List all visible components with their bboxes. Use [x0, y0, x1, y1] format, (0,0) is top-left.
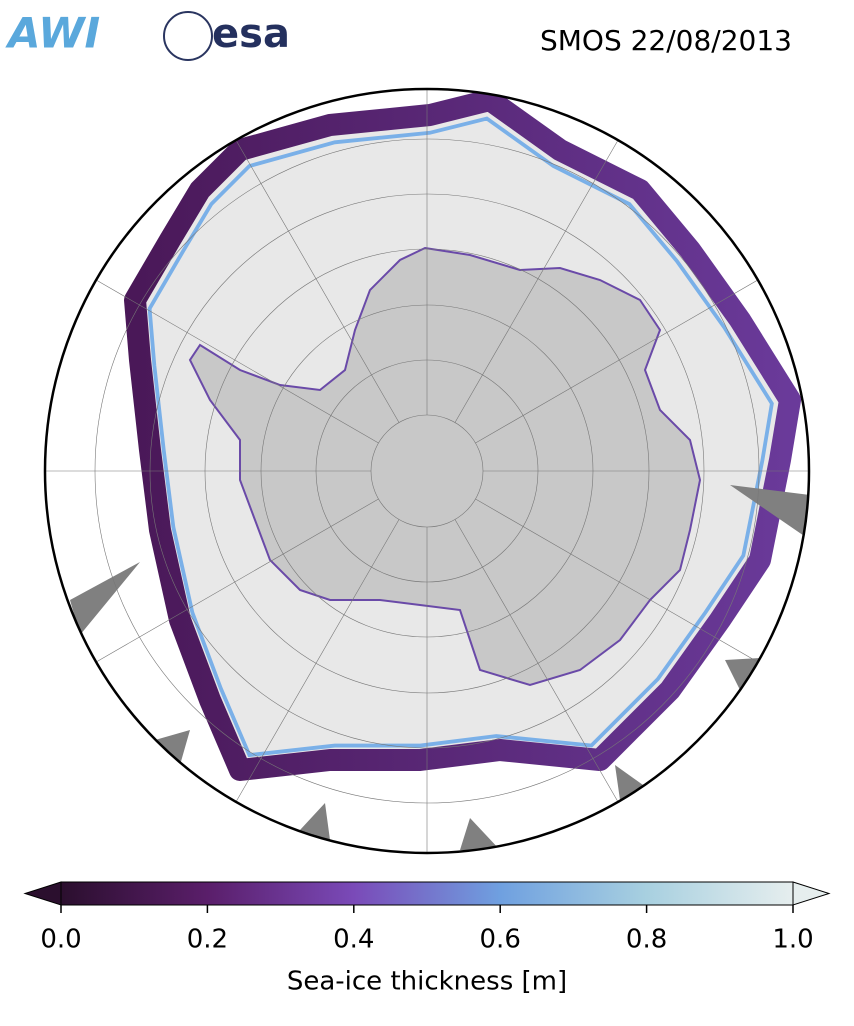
meridian — [475, 275, 765, 444]
meridian — [475, 498, 765, 667]
esa-logo: esa — [212, 11, 290, 57]
map-frame — [43, 87, 811, 855]
colorbar — [60, 881, 794, 906]
meridian — [89, 498, 379, 667]
colorbar-label: Sea-ice thickness [m] — [287, 967, 567, 997]
colorbar-extend-low — [23, 881, 62, 906]
antarctica — [188, 246, 702, 687]
colorbar-tick-label: 0.8 — [626, 925, 667, 955]
colorbar-tick-label: 0.0 — [40, 925, 81, 955]
map-body — [45, 89, 809, 853]
colorbar-tick-label: 0.6 — [480, 925, 521, 955]
colorbar-extend-high — [792, 881, 831, 906]
sea-ice-inner-edge — [147, 116, 774, 758]
meridian — [231, 133, 400, 423]
meridian — [454, 519, 623, 809]
esa-emblem — [163, 11, 213, 61]
awi-logo: AWI — [5, 9, 100, 58]
colorbar-tick-label: 0.4 — [333, 925, 374, 955]
colorbar-tick-label: 1.0 — [772, 925, 813, 955]
graticule — [45, 89, 809, 853]
meridian — [89, 275, 379, 444]
meridian — [454, 133, 623, 423]
map-title: SMOS 22/08/2013 — [540, 24, 792, 57]
colorbar-tick-label: 0.2 — [187, 925, 228, 955]
meridian — [231, 519, 400, 809]
